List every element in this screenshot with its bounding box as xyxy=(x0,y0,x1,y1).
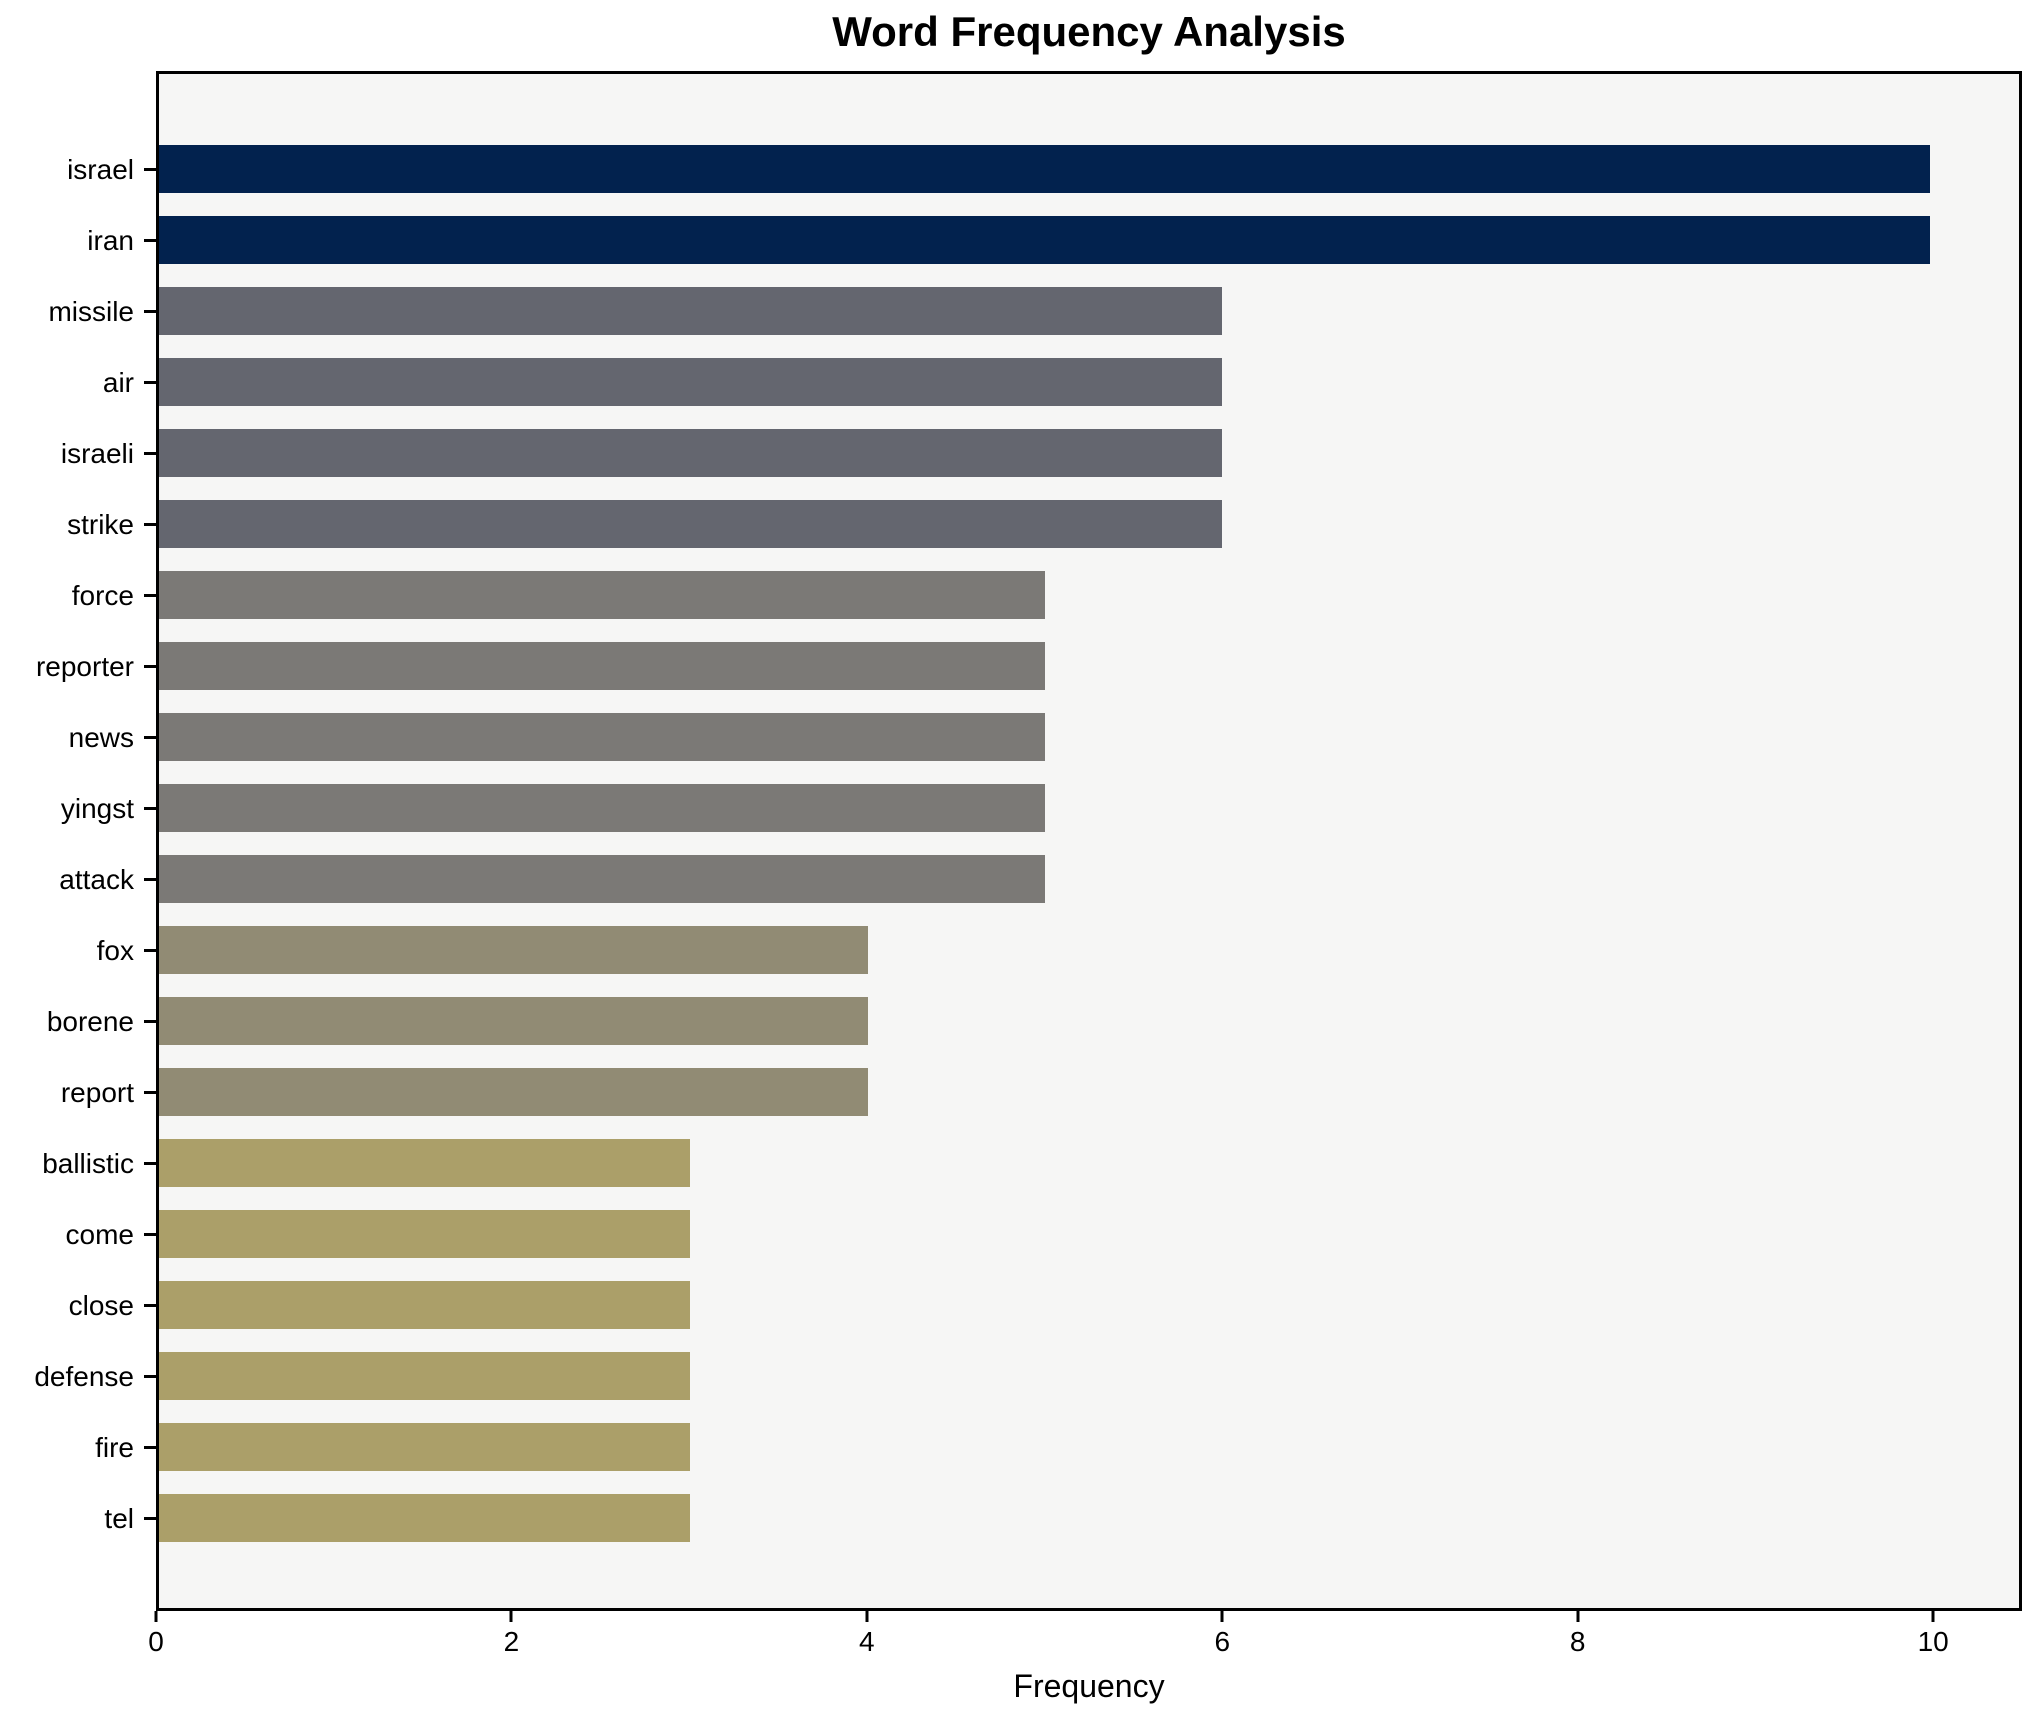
x-tick-label: 6 xyxy=(1214,1626,1231,1657)
y-tick-mark xyxy=(144,1233,156,1236)
y-tick-mark xyxy=(144,168,156,171)
chart-row: yingst xyxy=(61,773,2019,844)
bar-israeli xyxy=(159,429,1222,477)
chart-row: fire xyxy=(95,1412,2019,1483)
chart-row: come xyxy=(66,1199,2019,1270)
bar-rows: israel iran missile air israeli strike force re… xyxy=(34,74,2019,1608)
x-tick-label: 4 xyxy=(859,1626,875,1657)
chart-row: fox xyxy=(97,915,2019,986)
y-tick-label: israeli xyxy=(60,438,134,469)
y-tick-label: air xyxy=(102,367,134,398)
bar-israel xyxy=(159,145,1931,193)
y-tick-mark xyxy=(144,878,156,881)
y-tick-label: come xyxy=(65,1219,134,1250)
bar-attack xyxy=(159,855,1045,903)
y-tick-mark xyxy=(144,1446,156,1449)
y-tick-label: defense xyxy=(34,1361,134,1392)
y-tick-label: close xyxy=(68,1290,134,1321)
bar-fire xyxy=(159,1423,691,1471)
y-tick-mark xyxy=(144,310,156,313)
chart-row: iran xyxy=(87,205,2019,276)
bar-news xyxy=(159,713,1045,761)
x-tick-mark xyxy=(509,1611,513,1622)
y-tick-label: fire xyxy=(95,1432,134,1463)
bar-close xyxy=(159,1281,691,1329)
bar-come xyxy=(159,1210,691,1258)
y-tick-mark xyxy=(144,523,156,526)
y-tick-label: israel xyxy=(67,154,134,185)
x-tick-label: 0 xyxy=(148,1626,164,1657)
chart-row: borene xyxy=(47,986,2019,1057)
bar-missile xyxy=(159,287,1222,335)
y-tick-mark xyxy=(144,1091,156,1094)
chart-row: air xyxy=(103,347,2019,418)
x-tick-mark xyxy=(154,1611,158,1622)
y-tick-label: strike xyxy=(67,509,134,540)
y-tick-mark xyxy=(144,949,156,952)
bar-tel xyxy=(159,1494,691,1542)
y-tick-label: yingst xyxy=(60,793,134,824)
y-tick-label: report xyxy=(60,1077,134,1108)
y-tick-mark xyxy=(144,452,156,455)
y-tick-mark xyxy=(144,665,156,668)
chart-title: Word Frequency Analysis xyxy=(832,8,1346,55)
x-tick-mark xyxy=(1220,1611,1224,1622)
bar-strike xyxy=(159,500,1222,548)
chart-row: missile xyxy=(48,276,2019,347)
y-tick-label: borene xyxy=(46,1006,134,1037)
chart-row: tel xyxy=(104,1483,2019,1554)
bar-air xyxy=(159,358,1222,406)
chart-row: force xyxy=(72,560,2019,631)
chart-row: strike xyxy=(67,489,2019,560)
chart-row: israel xyxy=(67,134,2019,205)
chart-row: close xyxy=(69,1270,2019,1341)
y-tick-label: ballistic xyxy=(42,1148,134,1179)
plot-area: israel iran missile air israeli strike force re… xyxy=(34,71,2022,1611)
y-tick-mark xyxy=(144,1304,156,1307)
y-tick-mark xyxy=(144,1162,156,1165)
y-tick-label: iran xyxy=(87,225,134,256)
y-tick-label: missile xyxy=(48,296,134,327)
y-tick-label: force xyxy=(71,580,134,611)
x-axis: 0 2 4 6 8 10 xyxy=(148,1611,2022,1671)
y-tick-mark xyxy=(144,1020,156,1023)
bar-ballistic xyxy=(159,1139,691,1187)
bar-borene xyxy=(159,997,868,1045)
x-tick-label: 2 xyxy=(503,1626,520,1657)
y-tick-label: news xyxy=(68,722,134,753)
y-tick-label: attack xyxy=(59,864,134,895)
bar-yingst xyxy=(159,784,1045,832)
x-tick-mark xyxy=(1931,1611,1935,1622)
bar-report xyxy=(159,1068,868,1116)
y-tick-mark xyxy=(144,239,156,242)
y-tick-label: tel xyxy=(104,1503,134,1534)
bar-reporter xyxy=(159,642,1045,690)
x-tick-mark xyxy=(865,1611,869,1622)
y-tick-mark xyxy=(144,807,156,810)
chart-row: reporter xyxy=(36,631,2019,702)
bar-iran xyxy=(159,216,1931,264)
x-axis-label: Frequency xyxy=(1013,1668,1165,1704)
chart-row: attack xyxy=(59,844,2019,915)
x-tick-label: 8 xyxy=(1569,1626,1586,1657)
x-tick-mark xyxy=(1576,1611,1580,1622)
chart-row: israeli xyxy=(61,418,2019,489)
y-tick-mark xyxy=(144,736,156,739)
chart-row: ballistic xyxy=(42,1128,2019,1199)
bar-defense xyxy=(159,1352,691,1400)
y-tick-mark xyxy=(144,1375,156,1378)
chart-row: defense xyxy=(34,1341,2019,1412)
y-tick-mark xyxy=(144,594,156,597)
y-tick-mark xyxy=(144,381,156,384)
chart-row: news xyxy=(69,702,2019,773)
chart-row: report xyxy=(61,1057,2019,1128)
bar-force xyxy=(159,571,1045,619)
bar-fox xyxy=(159,926,868,974)
y-tick-mark xyxy=(144,1517,156,1520)
y-tick-label: fox xyxy=(96,935,134,966)
y-tick-label: reporter xyxy=(35,651,134,682)
x-tick-label: 10 xyxy=(1917,1626,1949,1657)
